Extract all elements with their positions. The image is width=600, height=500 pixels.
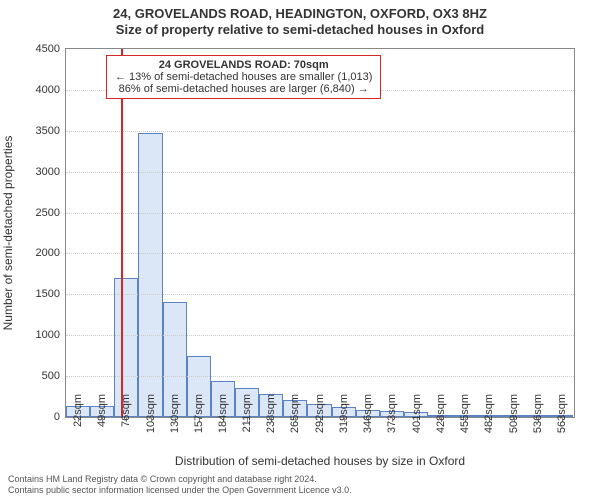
xtick-label: 76sqm xyxy=(120,394,132,434)
xtick-label: 373sqm xyxy=(386,394,398,434)
ytick-label: 3000 xyxy=(10,166,60,178)
xtick-label: 238sqm xyxy=(265,394,277,434)
ytick-label: 4500 xyxy=(10,43,60,55)
annotation-title: 24 GROVELANDS ROAD: 70sqm xyxy=(115,59,372,71)
footer-line-2: Contains public sector information licen… xyxy=(8,485,352,496)
ytick-label: 1500 xyxy=(10,288,60,300)
annotation-larger: 86% of semi-detached houses are larger (… xyxy=(115,83,372,95)
reference-line xyxy=(121,49,123,417)
xtick-label: 49sqm xyxy=(96,394,108,434)
bars-layer xyxy=(66,49,574,417)
xtick-label: 428sqm xyxy=(435,394,447,434)
xtick-label: 103sqm xyxy=(145,394,157,434)
ytick-label: 500 xyxy=(10,370,60,382)
xtick-label: 22sqm xyxy=(72,394,84,434)
xtick-label: 563sqm xyxy=(556,394,568,434)
chart-container: 24, GROVELANDS ROAD, HEADINGTON, OXFORD,… xyxy=(0,0,600,500)
annotation-smaller: ← 13% of semi-detached houses are smalle… xyxy=(115,71,372,83)
xtick-label: 265sqm xyxy=(289,394,301,434)
footer-line-1: Contains HM Land Registry data © Crown c… xyxy=(8,474,352,485)
title-line-2: Size of property relative to semi-detach… xyxy=(0,22,600,38)
xtick-label: 292sqm xyxy=(314,394,326,434)
ytick-label: 1000 xyxy=(10,329,60,341)
title-line-1: 24, GROVELANDS ROAD, HEADINGTON, OXFORD,… xyxy=(0,6,600,22)
plot-area: 24 GROVELANDS ROAD: 70sqm ← 13% of semi-… xyxy=(65,48,575,418)
ytick-label: 3500 xyxy=(10,125,60,137)
annotation-box: 24 GROVELANDS ROAD: 70sqm ← 13% of semi-… xyxy=(106,55,381,99)
gridline xyxy=(66,294,574,295)
gridline xyxy=(66,335,574,336)
title-block: 24, GROVELANDS ROAD, HEADINGTON, OXFORD,… xyxy=(0,6,600,39)
ytick-label: 2000 xyxy=(10,247,60,259)
xtick-label: 130sqm xyxy=(169,394,181,434)
gridline xyxy=(66,213,574,214)
gridline xyxy=(66,376,574,377)
x-axis-label: Distribution of semi-detached houses by … xyxy=(65,454,575,468)
gridline xyxy=(66,172,574,173)
ytick-label: 4000 xyxy=(10,84,60,96)
xtick-label: 455sqm xyxy=(459,394,471,434)
xtick-label: 509sqm xyxy=(508,394,520,434)
xtick-label: 184sqm xyxy=(217,394,229,434)
footer: Contains HM Land Registry data © Crown c… xyxy=(8,474,352,496)
ytick-label: 2500 xyxy=(10,207,60,219)
y-axis-label: Number of semi-detached properties xyxy=(1,136,15,331)
gridline xyxy=(66,253,574,254)
xtick-label: 319sqm xyxy=(338,394,350,434)
xtick-label: 346sqm xyxy=(362,394,374,434)
ytick-label: 0 xyxy=(10,411,60,423)
gridline xyxy=(66,131,574,132)
bar xyxy=(138,133,162,417)
xtick-label: 157sqm xyxy=(193,394,205,434)
xtick-label: 536sqm xyxy=(532,394,544,434)
xtick-label: 401sqm xyxy=(411,394,423,434)
xtick-label: 482sqm xyxy=(483,394,495,434)
xtick-label: 211sqm xyxy=(241,394,253,434)
